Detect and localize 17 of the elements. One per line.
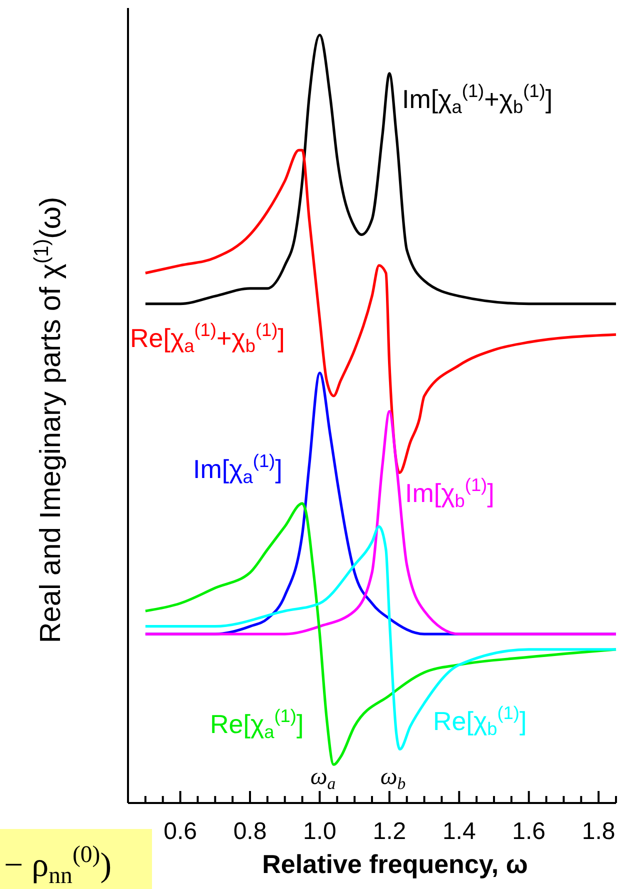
x-tick-label: 1.2	[372, 818, 406, 845]
series-label: Re[χ$_{a}$$^{(1)}$]	[210, 706, 304, 742]
x-axis-title: Relative frequency, ω	[262, 849, 528, 879]
annotation: ω$_{b}$	[380, 764, 406, 794]
series-label: Im[χ$_{a}$$^{(1)}$]	[193, 451, 282, 488]
text: − ρ$_{nn}$$^{(0)}$)	[4, 842, 112, 889]
series-label: Im[χ$_{a}$$^{(1)}$+χ$_{b}$$^{(1)}$]	[402, 81, 553, 118]
x-tick-label: 1.4	[442, 818, 476, 845]
series-label: Im[χ$_{b}$$^{(1)}$]	[405, 475, 494, 512]
x-tick-label: 1.0	[303, 818, 336, 845]
x-tick-label: 1.6	[512, 818, 546, 845]
x-tick-label: 0.6	[164, 818, 197, 845]
x-tick-label: 0.8	[233, 818, 267, 845]
series-label: Re[χ$_{b}$$^{(1)}$]	[433, 703, 527, 740]
series-label: Re[χ$_{a}$$^{(1)}$+χ$_{b}$$^{(1)}$]	[130, 320, 285, 356]
annotation: ω$_{a}$	[310, 764, 336, 794]
x-tick-label: 1.8	[582, 818, 616, 845]
